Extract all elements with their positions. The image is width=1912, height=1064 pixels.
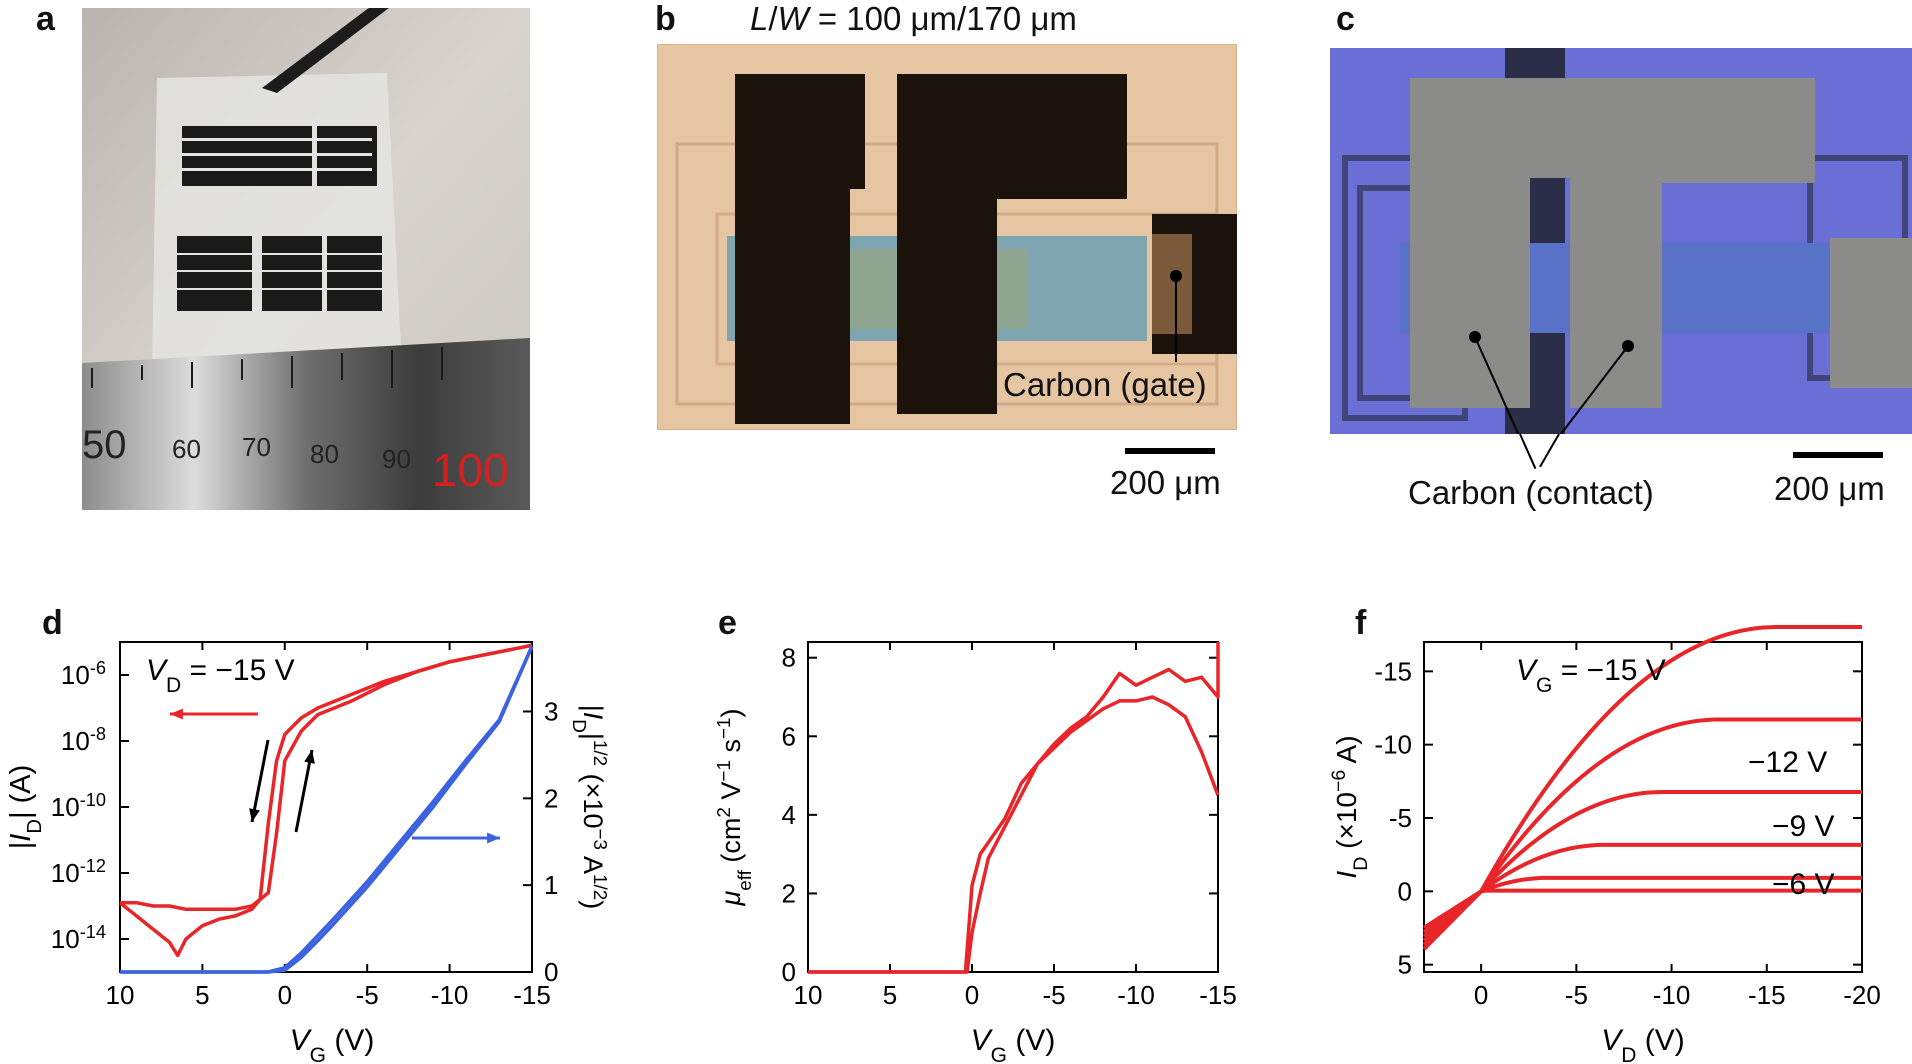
x-tick-label: 5 [195, 980, 209, 1010]
mobility-series-line [808, 695, 1220, 974]
output-series-line [1422, 790, 1862, 943]
scale-bar-label-b: 200 μm [1110, 464, 1221, 501]
x-tick-label: -20 [1843, 980, 1881, 1010]
y-tick-label-right: 0 [544, 957, 558, 987]
panel-label-e: e [718, 604, 737, 642]
mobility-series-line [808, 642, 1220, 974]
output-series-line [1422, 888, 1862, 930]
vd-annotation: VD = −15 V [146, 654, 295, 697]
sweep-arrow-up-head [304, 750, 315, 764]
chart-transfer-curve: 10 5 0 -5 -10 -15 10-14 10-12 10-10 10-8 10-6 0 1 2 3 V… [5, 641, 611, 1064]
left-axis-arrow-head [170, 708, 183, 720]
x-axis-label: VG (V) [290, 1024, 375, 1064]
x-axis-label: VD (V) [1601, 1024, 1685, 1064]
x-axis-label: VG (V) [971, 1024, 1056, 1064]
annotation-leader-extension [1519, 433, 1537, 470]
y-tick-label: 4 [782, 800, 796, 830]
vg-annotation-6: −6 V [1772, 868, 1835, 901]
chart-mobility: 10 5 0 -5 -10 -15 0 2 4 6 8 VG (V) μeff (cm2 V−1 s−1… [714, 641, 1237, 1064]
sweep-arrow-up [294, 749, 314, 833]
x-tick-label: 0 [965, 980, 979, 1010]
ruler-tick-80: 80 [310, 439, 339, 469]
y-tick-label: 2 [782, 878, 796, 908]
y-tick-label-left: 10-12 [51, 856, 106, 888]
red-series-line [120, 643, 533, 912]
scale-bar-label-c: 200 μm [1774, 470, 1885, 507]
panel-label-f: f [1355, 604, 1367, 642]
chart-output-curve: 0 -5 -10 -15 -20 5 0 -5 -10 -15 VD (V) ID (×10−6 A)… [1328, 625, 1881, 1064]
panel-b-title: L/W = 100 μm/170 μm [750, 0, 1077, 37]
x-tick-label: -5 [356, 980, 379, 1010]
x-tick-label: 10 [106, 980, 135, 1010]
micrograph-gate [657, 44, 1237, 430]
ruler-tick-100: 100 [432, 444, 509, 496]
y-tick-label-right: 1 [544, 870, 558, 900]
plot-frame [119, 641, 533, 973]
x-tick-label: -15 [1199, 980, 1237, 1010]
ruler-tick-70: 70 [242, 432, 271, 462]
vg-annotation-12: −12 V [1748, 746, 1827, 779]
x-tick-label: -5 [1042, 980, 1065, 1010]
x-tick-label: -5 [1565, 980, 1588, 1010]
y-tick-label: -5 [1389, 803, 1412, 833]
annotation-carbon-gate: Carbon (gate) [1003, 366, 1207, 403]
y-tick-label-left: 10-10 [51, 790, 106, 822]
sweep-arrow-down-head [249, 808, 260, 822]
output-series-line [1422, 717, 1862, 947]
x-tick-label: -10 [431, 980, 469, 1010]
plot-frame [807, 641, 1219, 973]
vg-annotation-15: VG = −15 V [1516, 654, 1666, 697]
y-tick-label-right: 2 [544, 783, 558, 813]
x-tick-label: -10 [1117, 980, 1155, 1010]
scale-bar-c [1793, 452, 1883, 458]
output-series-line [1422, 842, 1862, 938]
y-tick-label-right: 3 [544, 696, 558, 726]
y-axis-label-left: |ID| (A) [5, 765, 46, 850]
y-tick-label: 5 [1398, 950, 1412, 980]
panel-label-b: b [655, 0, 676, 38]
scale-bar-b [1125, 448, 1215, 454]
y-tick-label-left: 10-8 [61, 724, 106, 756]
y-tick-label: -15 [1374, 656, 1412, 686]
y-tick-label: 8 [782, 643, 796, 673]
ruler-tick-90: 90 [382, 444, 411, 474]
x-tick-label: -15 [513, 980, 551, 1010]
x-tick-label: 5 [883, 980, 897, 1010]
panel-label-d: d [42, 604, 63, 642]
y-axis-label: ID (×10−6 A) [1328, 735, 1372, 878]
y-axis-label-right: |ID|1/2 (×10−3 A1/2) [569, 705, 611, 910]
panel-label-a: a [36, 0, 55, 38]
y-tick-label-left: 10-6 [61, 658, 106, 690]
photo-device-sheet: 50 60 70 80 90 100 [82, 8, 530, 510]
blue-series-line [120, 645, 534, 974]
y-tick-label: 0 [782, 957, 796, 987]
micrograph-contact [1330, 48, 1912, 434]
annotation-leader-extension-2 [1539, 433, 1560, 468]
y-axis-label: μeff (cm2 V−1 s−1) [714, 708, 756, 906]
sweep-arrow-down [250, 739, 270, 823]
y-tick-label: 6 [782, 721, 796, 751]
y-tick-label: 0 [1398, 876, 1412, 906]
x-tick-label: 0 [278, 980, 292, 1010]
panel-label-c: c [1336, 0, 1355, 38]
y-tick-label: -10 [1374, 730, 1412, 760]
ruler-tick-50: 50 [82, 423, 127, 467]
ruler-tick-60: 60 [172, 434, 201, 464]
x-tick-label: 0 [1474, 980, 1488, 1010]
y-tick-label-left: 10-14 [51, 922, 106, 954]
plot-frame [1423, 641, 1863, 973]
output-series-line [1422, 625, 1862, 951]
output-series-line [1422, 875, 1862, 934]
x-tick-label: 10 [794, 980, 823, 1010]
right-axis-arrow-head [487, 832, 500, 844]
blue-series-line [120, 645, 534, 974]
vg-annotation-9: −9 V [1772, 810, 1835, 843]
x-tick-label: -15 [1748, 980, 1786, 1010]
x-tick-label: -10 [1653, 980, 1691, 1010]
annotation-carbon-contact: Carbon (contact) [1408, 474, 1654, 511]
